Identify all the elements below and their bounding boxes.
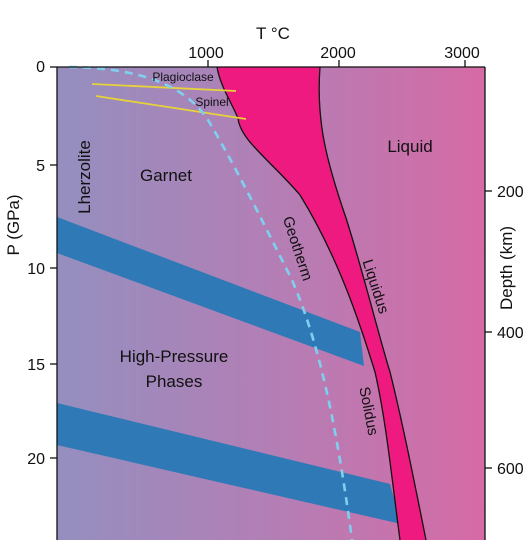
left-tick-label-20: 20: [27, 451, 45, 468]
high-pressure-label-line1: High-Pressure: [120, 347, 229, 366]
garnet-label: Garnet: [140, 166, 192, 185]
top-tick-label-3000: 3000: [444, 45, 480, 62]
top-axis-title: T °C: [256, 24, 290, 43]
right-axis-title: Depth (km): [497, 226, 516, 310]
left-tick-label-0: 0: [36, 59, 45, 76]
top-tick-label-2000: 2000: [320, 45, 356, 62]
spinel-boundary-line: [95, 95, 247, 120]
left-tick-label-5: 5: [36, 158, 45, 175]
left-tick-label-15: 15: [27, 357, 45, 374]
upper-phase-band: [57, 217, 364, 366]
plagioclase-boundary-line: [91, 83, 237, 92]
lower-phase-band: [57, 403, 401, 524]
plagioclase-label: Plagioclase: [152, 70, 214, 84]
liquidus-line: [318, 66, 427, 541]
liquid-label: Liquid: [387, 137, 432, 156]
lherzolite-label: Lherzolite: [75, 140, 94, 214]
geotherm-curve: [68, 65, 354, 541]
spinel-label: Spinel: [195, 95, 228, 109]
right-tick-label-600: 600: [497, 461, 524, 478]
left-axis-title: P (GPa): [4, 194, 23, 255]
top-tick-label-1000: 1000: [188, 45, 224, 62]
right-tick-label-400: 400: [497, 325, 524, 342]
melt-region: [217, 67, 426, 540]
left-tick-label-10: 10: [27, 261, 45, 278]
right-tick-label-200: 200: [497, 184, 524, 201]
high-pressure-label-line2: Phases: [146, 372, 203, 391]
